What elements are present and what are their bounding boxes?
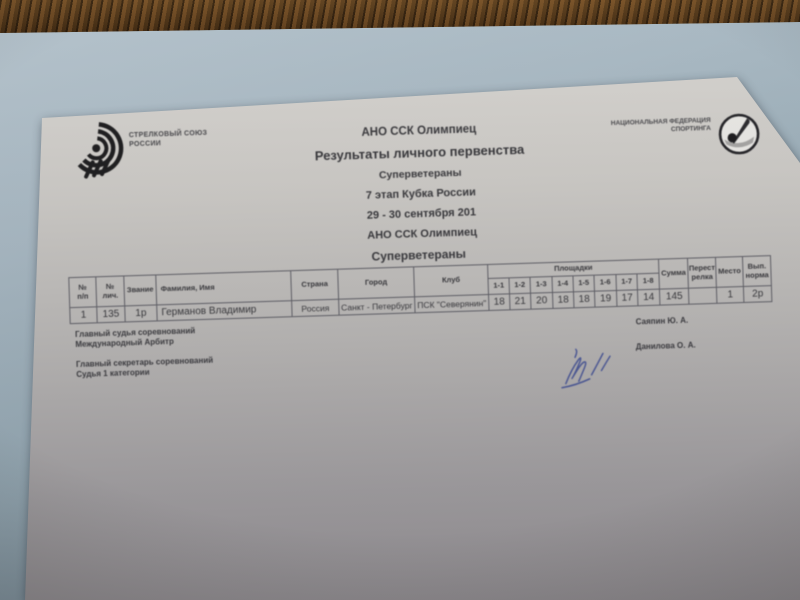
col-header-city: Город bbox=[337, 266, 415, 300]
cell-shootoff bbox=[688, 287, 718, 305]
cell-rank: 1р bbox=[124, 304, 158, 322]
sporting-federation-logo-icon bbox=[718, 113, 760, 155]
station-header: 1-1 bbox=[488, 277, 510, 295]
cell-number: 1 bbox=[69, 306, 98, 324]
signature-ink bbox=[561, 348, 611, 389]
cell-norm: 2р bbox=[743, 285, 772, 303]
cell-score: 18 bbox=[552, 291, 574, 309]
station-header: 1-5 bbox=[572, 275, 595, 292]
station-header: 1-2 bbox=[509, 277, 531, 294]
col-header-personal-id: № лич. bbox=[95, 275, 125, 307]
col-header-name: Фамилия, Имя bbox=[155, 270, 292, 305]
col-header-sum: Сумма bbox=[658, 258, 689, 290]
station-header: 1-8 bbox=[636, 273, 660, 290]
cell-score: 18 bbox=[573, 291, 595, 308]
document-content: СТРЕЛКОВЫЙ СОЮЗ РОССИИ НАЦИОНАЛЬНАЯ ФЕДЕ… bbox=[40, 86, 800, 600]
cell-score: 21 bbox=[509, 293, 531, 310]
col-header-norm: Вып. норма bbox=[742, 255, 772, 287]
cell-place: 1 bbox=[716, 286, 745, 304]
cell-personal-id: 135 bbox=[96, 305, 126, 323]
cell-score: 20 bbox=[530, 292, 553, 310]
chief-judge-block: Главный судья соревнований Международный… bbox=[75, 326, 196, 350]
col-header-place: Место bbox=[715, 256, 744, 288]
cell-score: 18 bbox=[488, 293, 511, 311]
col-header-club: Клуб bbox=[413, 264, 489, 297]
col-header-country: Страна bbox=[290, 269, 339, 301]
cell-club: ПСК "Северянин" bbox=[414, 294, 490, 313]
shooting-union-target-logo-icon bbox=[77, 122, 124, 179]
station-header: 1-3 bbox=[529, 276, 553, 294]
cell-city: Санкт - Петербург bbox=[338, 296, 416, 316]
station-header: 1-6 bbox=[593, 274, 617, 292]
col-header-number: № п/п bbox=[68, 276, 97, 308]
cell-score: 14 bbox=[637, 289, 661, 306]
col-header-rank: Звание bbox=[123, 274, 157, 306]
cell-country: Россия bbox=[291, 299, 340, 317]
chief-secretary-block: Главный секретарь соревнований Судья 1 к… bbox=[76, 356, 214, 380]
col-header-shootoff: Перест релка bbox=[687, 257, 717, 289]
station-header: 1-4 bbox=[551, 275, 574, 293]
cell-name: Германов Владимир bbox=[156, 300, 293, 321]
cell-score: 19 bbox=[594, 290, 617, 308]
cell-sum: 145 bbox=[659, 288, 690, 306]
chief-secretary-name: Данилова О. А. bbox=[635, 340, 696, 352]
chief-judge-name: Саяпин Ю. А. bbox=[635, 315, 689, 327]
cell-score: 17 bbox=[616, 289, 638, 307]
station-header: 1-7 bbox=[615, 273, 638, 291]
